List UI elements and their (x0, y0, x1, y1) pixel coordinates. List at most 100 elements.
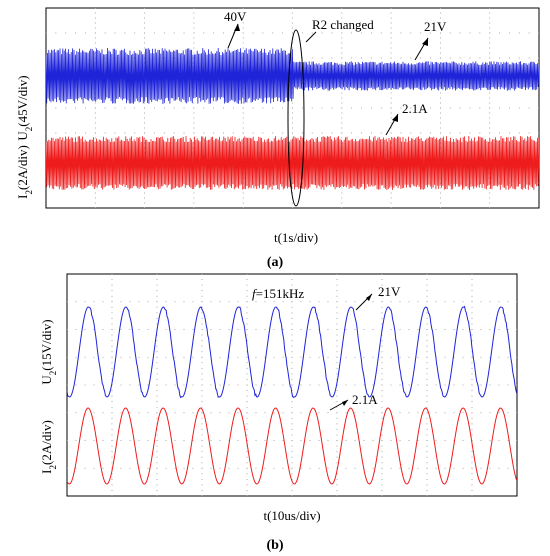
grid-dot (193, 192, 195, 194)
grid-dot (165, 440, 167, 441)
grid-dot (426, 390, 428, 392)
grid-dot (390, 132, 392, 134)
grid-dot (246, 384, 248, 386)
grid-dot (292, 32, 293, 34)
grid-dot (111, 456, 113, 458)
grid-dot (426, 495, 428, 496)
grid-dot (219, 356, 221, 358)
grid-dot (439, 122, 441, 124)
grid-dot (390, 17, 392, 19)
grid-dot (246, 317, 248, 319)
grid-dot (453, 467, 455, 469)
grid-dot (67, 384, 68, 386)
grid-dot (264, 467, 266, 469)
grid-dot (538, 107, 539, 109)
grid-dot (507, 301, 509, 303)
grid-dot (156, 478, 158, 480)
grid-dot (201, 434, 203, 436)
grid-dot (399, 467, 401, 469)
grid-dot (471, 329, 473, 330)
grid-dot (93, 301, 95, 303)
grid-dot (144, 32, 146, 34)
grid-dot (222, 107, 224, 109)
grid-dot (75, 32, 77, 34)
grid-dot (471, 484, 473, 486)
grid-dot (292, 107, 293, 109)
grid-dot (102, 356, 104, 358)
grid-dot (264, 329, 266, 330)
grid-dot (417, 301, 419, 303)
grid-dot (246, 406, 248, 408)
grid-dot (94, 202, 96, 204)
grid-dot (75, 132, 77, 134)
grid-dot (426, 428, 428, 430)
grid-dot (390, 384, 392, 386)
grid-dot (381, 301, 383, 303)
grid-dot (94, 107, 96, 109)
panel-b-ylabel-i: I2(2A/div) (39, 420, 58, 474)
grid-dot (507, 467, 509, 469)
grid-dot (354, 301, 356, 303)
grid-dot (426, 434, 428, 436)
grid-dot (111, 362, 113, 364)
grid-dot (426, 312, 428, 314)
grid-dot (193, 8, 195, 9)
grid-dot (201, 356, 203, 358)
label-40v: 40V (224, 9, 247, 24)
grid-dot (201, 417, 203, 419)
grid-dot (363, 356, 365, 358)
grid-dot (462, 384, 464, 386)
grid-dot (381, 489, 383, 491)
grid-dot (361, 107, 363, 109)
grid-dot (111, 434, 113, 436)
grid-dot (538, 182, 539, 184)
grid-dot (291, 295, 293, 297)
grid-dot (408, 384, 410, 386)
grid-dot (336, 406, 338, 408)
grid-dot (444, 412, 446, 414)
grid-dot (246, 362, 248, 364)
grid-dot (201, 340, 203, 342)
grid-dot (321, 57, 323, 59)
grid-dot (439, 132, 441, 134)
grid-dot (129, 440, 131, 441)
grid-dot (144, 107, 146, 109)
grid-dot (345, 356, 347, 358)
grid-dot (246, 401, 248, 403)
grid-dot (498, 356, 500, 358)
grid-dot (84, 32, 86, 34)
grid-dot (55, 107, 57, 109)
grid-dot (309, 356, 311, 358)
grid-dot (381, 367, 383, 369)
grid-dot (291, 423, 293, 425)
grid-dot (201, 295, 203, 297)
grid-dot (380, 107, 382, 109)
grid-dot (144, 122, 146, 124)
grid-dot (426, 295, 428, 297)
grid-dot (336, 329, 338, 330)
grid-dot (489, 27, 491, 29)
grid-dot (102, 440, 104, 441)
grid-dot (518, 107, 520, 109)
grid-dot (408, 329, 410, 330)
grid-dot (390, 192, 392, 194)
grid-dot (471, 406, 473, 408)
grid-dot (291, 462, 293, 464)
grid-dot (399, 412, 401, 414)
grid-dot (471, 489, 473, 491)
grid-dot (255, 440, 257, 441)
grid-dot (111, 329, 113, 330)
panel-a-current-trace (46, 135, 539, 191)
grid-dot (341, 57, 343, 59)
grid-dot (518, 132, 520, 134)
grid-dot (111, 462, 113, 464)
grid-dot (111, 489, 113, 491)
grid-dot (242, 132, 244, 134)
grid-dot (282, 412, 284, 414)
grid-dot (426, 284, 428, 286)
grid-dot (318, 467, 320, 469)
grid-dot (183, 107, 185, 109)
grid-dot (439, 37, 441, 39)
grid-dot (242, 107, 244, 109)
grid-dot (426, 356, 428, 358)
